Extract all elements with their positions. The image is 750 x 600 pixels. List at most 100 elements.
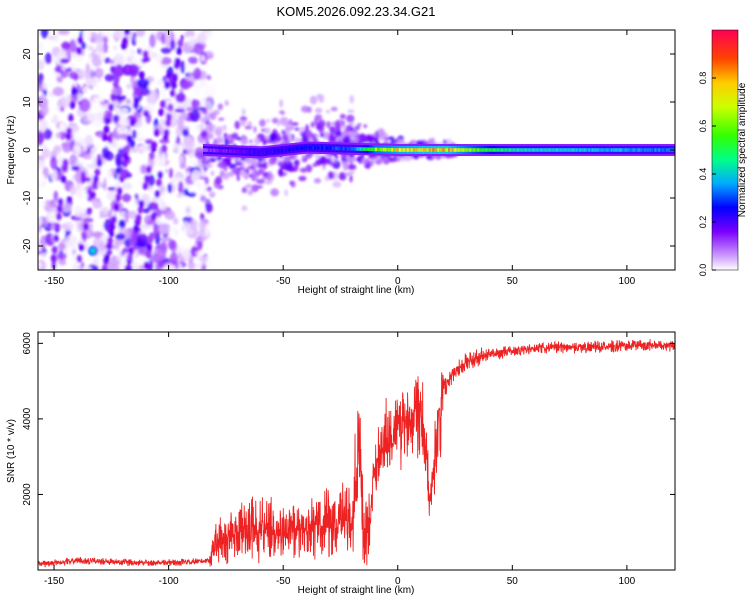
noise-blob (110, 65, 115, 74)
carrier-core (637, 148, 639, 152)
noise-blob (121, 182, 133, 190)
signal-cloud-blob (298, 175, 307, 182)
noise-streak-blob (126, 134, 133, 143)
carrier-core (255, 150, 258, 155)
noise-streak-blob (116, 64, 123, 73)
noise-blob (68, 39, 77, 53)
carrier-core (331, 146, 334, 151)
carrier-core (508, 148, 511, 152)
noise-blob (147, 83, 156, 91)
noise-blob (160, 47, 172, 54)
carrier-core (668, 148, 670, 152)
noise-streak-blob (122, 153, 129, 162)
signal-cloud-blob (363, 124, 368, 129)
carrier-core (259, 150, 261, 155)
noise-streak-blob (145, 250, 152, 259)
noise-blob (66, 67, 73, 72)
noise-blob (52, 86, 64, 97)
signal-cloud-blob (348, 122, 355, 127)
carrier-core (268, 149, 271, 154)
carrier-core (247, 150, 250, 154)
carrier-core (224, 149, 227, 153)
noise-blob (51, 260, 57, 270)
carrier-core (460, 148, 463, 152)
signal-cloud-blob (279, 116, 289, 126)
carrier-core (400, 148, 402, 152)
noise-blob (58, 259, 67, 266)
noise-blob (179, 162, 186, 169)
carrier-core (379, 147, 382, 152)
carrier-core (383, 147, 386, 152)
carrier-core (304, 145, 307, 150)
carrier-core (301, 146, 304, 150)
carrier-core (325, 146, 328, 150)
noise-blob (165, 36, 170, 48)
carrier-core (377, 147, 379, 152)
noise-blob (183, 248, 191, 261)
noise-blob (200, 54, 206, 62)
carrier-core (409, 148, 411, 152)
noise-blob (154, 92, 159, 100)
noise-blob (61, 42, 71, 50)
noise-blob (85, 134, 94, 148)
carrier-core (499, 148, 502, 152)
carrier-core (634, 148, 637, 152)
carrier-core (294, 147, 297, 151)
carrier-core (642, 148, 645, 152)
carrier-core (225, 149, 228, 153)
carrier-core (624, 148, 627, 152)
carrier-core (576, 148, 579, 152)
carrier-core (456, 148, 458, 152)
carrier-core (418, 148, 421, 152)
carrier-core (208, 148, 211, 153)
signal-cloud-blob (283, 155, 291, 163)
carrier-core (597, 148, 599, 152)
carrier-core (502, 148, 504, 152)
carrier-core (487, 148, 489, 152)
carrier-core (351, 147, 354, 151)
signal-cloud-blob (239, 169, 246, 177)
carrier-core (272, 149, 275, 153)
signal-cloud-blob (347, 164, 356, 170)
carrier-core (605, 148, 607, 152)
noise-blob (40, 104, 49, 116)
noise-streak-blob (83, 222, 90, 231)
carrier-core (432, 148, 434, 152)
carrier-core (552, 148, 555, 152)
snr-y-label: SNR (10 * v/v) (6, 419, 17, 483)
carrier-core (582, 148, 584, 152)
carrier-core (610, 148, 613, 152)
carrier-core (312, 145, 315, 150)
noise-blob (182, 81, 194, 88)
carrier-core (436, 148, 439, 152)
noise-streak-blob (111, 215, 118, 224)
noise-blob (159, 56, 172, 65)
noise-blob (50, 168, 58, 182)
carrier-core (306, 145, 308, 150)
noise-blob (125, 49, 133, 58)
signal-cloud-blob (215, 176, 223, 185)
carrier-core (495, 148, 497, 152)
signal-cloud-blob (247, 121, 252, 128)
carrier-core (302, 146, 305, 150)
noise-streak-blob (106, 111, 113, 120)
noise-blob (143, 110, 150, 118)
carrier-core (286, 147, 289, 152)
carrier-core (616, 148, 619, 152)
carrier-core (354, 147, 356, 151)
noise-streak-blob (109, 222, 116, 231)
signal-cloud-blob (224, 137, 229, 145)
carrier-core (660, 148, 662, 152)
signal-cloud-blob (223, 165, 228, 172)
carrier-core (468, 148, 471, 152)
noise-blob (206, 75, 212, 81)
y-tick-label: 6000 (22, 332, 33, 355)
signal-cloud-blob (244, 157, 249, 164)
noise-blob (155, 53, 163, 64)
noise-blob (86, 163, 99, 169)
y-tick-label: 2000 (22, 483, 33, 506)
noise-blob (179, 60, 186, 74)
carrier-core (420, 148, 423, 152)
carrier-core (296, 146, 299, 151)
signal-cloud-blob (222, 172, 230, 181)
